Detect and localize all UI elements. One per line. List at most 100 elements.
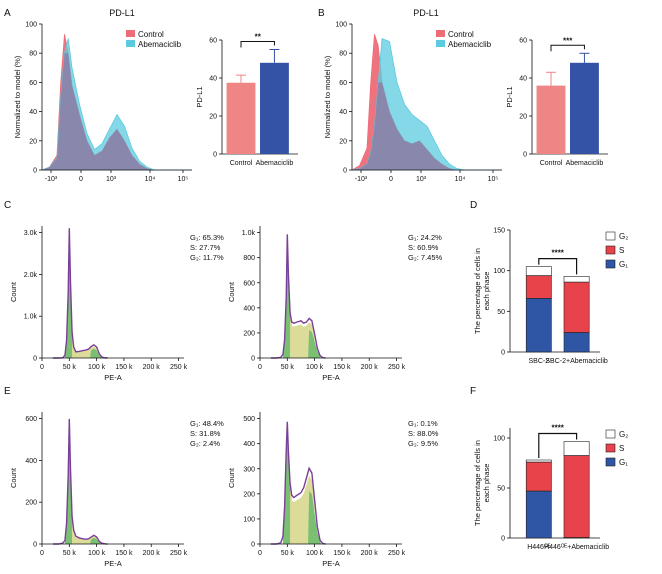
y-tick-label: 0	[33, 542, 37, 549]
y-tick-label: 400	[243, 305, 255, 312]
significance-label: ****	[551, 249, 564, 258]
x-axis-label: PE-A	[104, 559, 122, 568]
segment-g2	[525, 459, 552, 463]
significance-bracket	[240, 41, 275, 48]
y-tick-label: 0	[33, 168, 37, 175]
x-tick-label: 200 k	[361, 550, 379, 557]
g1-region	[282, 421, 292, 544]
y-tick-label: 200	[243, 330, 255, 337]
phase-stat: G₂: 9.5%	[408, 439, 438, 448]
y-tick-label: 0	[501, 536, 505, 543]
overlap-area	[42, 53, 192, 171]
significance-bracket	[538, 432, 578, 458]
legend-label: G₂	[619, 232, 628, 241]
y-tick-label: 40	[209, 76, 217, 83]
x-tick-label: 0	[79, 176, 83, 183]
y-tick-label: 0	[213, 152, 217, 159]
x-tick-label: 250 k	[170, 550, 188, 557]
y-tick-label: 150	[493, 228, 505, 235]
y-tick-label: 0	[251, 542, 255, 549]
phase-stat: G₂: 2.4%	[190, 439, 220, 448]
x-tick-label: 200 k	[143, 364, 161, 371]
y-tick-label: 1.0k	[242, 230, 256, 237]
x-category-label: SBC-2	[528, 358, 549, 365]
y-tick-label: 20	[519, 114, 527, 121]
y-tick-label: 0	[343, 168, 347, 175]
y-tick-label: 2.0k	[24, 272, 38, 279]
x-tick-label: 50 k	[63, 364, 77, 371]
legend-label: G₁	[619, 260, 628, 269]
y-tick-label: 60	[339, 80, 347, 87]
x-tick-label: 250 k	[388, 550, 406, 557]
phase-stat: G₁: 24.2%	[408, 233, 442, 242]
panel-label-a: A	[4, 8, 11, 19]
significance-label: ***	[563, 36, 573, 45]
y-axis-label-line1: The percentage of cells in	[473, 440, 482, 526]
y-tick-label: 100	[243, 516, 255, 523]
histogram-line	[270, 421, 326, 545]
y-tick-label: 50	[497, 309, 505, 316]
y-axis-label: Count	[9, 281, 18, 302]
y-axis-label: PD-L1	[195, 86, 204, 107]
segment-g2	[525, 266, 552, 276]
y-tick-label: 100	[25, 22, 37, 29]
y-tick-label: 0	[501, 350, 505, 357]
x-category-label: Abemaciclib	[566, 160, 604, 167]
hist-b-title: PD-L1	[413, 8, 439, 18]
y-axis-label-line1: The percentage of cells in	[473, 248, 482, 334]
x-tick-label: 150 k	[333, 550, 351, 557]
phase-stat: G₂: 7.45%	[408, 253, 443, 262]
segment-g2	[563, 441, 590, 456]
legend-swatch	[605, 457, 616, 467]
panel-label-d: D	[470, 200, 477, 211]
histogram-line	[52, 418, 108, 545]
y-tick-label: 1.0k	[24, 314, 38, 321]
cell-cycle-e-left: 0 200 400 600 0 50 k 100 k 150 k 200 k 250 k PE-A C…	[9, 412, 224, 568]
x-tick-label: 0	[40, 364, 44, 371]
x-tick-label: 50 k	[281, 364, 295, 371]
x-tick-label: 50 k	[63, 550, 77, 557]
cell-cycle-e-right: 0 100 200 300 400 500 0 50 k 100 k 150 k 200 k 250 …	[227, 412, 439, 568]
y-tick-label: 100	[335, 22, 347, 29]
x-tick-label: 0	[389, 176, 393, 183]
bar-chart-b: 0 20 40 60 PD-L1 Control Abemaciclib ***	[505, 36, 608, 167]
legend-swatch	[605, 245, 616, 255]
x-category-label: Control	[540, 160, 563, 167]
phase-stat: S: 31.8%	[190, 429, 221, 438]
bar-control	[536, 85, 566, 154]
legend-swatch-abemaciclib	[126, 40, 135, 47]
x-category-label: Abemaciclib	[256, 160, 294, 167]
bar-control	[226, 82, 256, 154]
y-tick-label: 800	[243, 255, 255, 262]
x-axis-label: PE-A	[104, 373, 122, 382]
phase-stat: G₁: 65.3%	[190, 233, 224, 242]
x-tick-label: -10³	[355, 176, 368, 183]
x-category-label: H446ᴼᴱ+Abemaciclib	[544, 544, 609, 551]
cell-cycle-c-left: 0 1.0k 2.0k 3.0k 0 50 k 100 k 150 k 200 k 250 k PE…	[9, 226, 224, 382]
segment-s	[525, 461, 552, 492]
cell-cycle-c-right: 0 200 400 600 800 1.0k 0 50 k 100 k 150 k 200 k 250…	[227, 226, 443, 382]
segment-s	[525, 275, 552, 299]
legend-swatch	[605, 429, 616, 439]
segment-g2	[563, 276, 590, 283]
x-tick-label: -10³	[45, 176, 58, 183]
histogram-line	[52, 228, 108, 359]
y-tick-label: 600	[243, 280, 255, 287]
x-tick-label: 100 k	[88, 550, 106, 557]
y-tick-label: 60	[29, 80, 37, 87]
x-tick-label: 0	[40, 550, 44, 557]
histogram-a: 0 20 40 60 80 100 -10³ 0 10³ 10⁴ 10⁵ Normalized to …	[13, 22, 192, 183]
y-tick-label: 200	[243, 491, 255, 498]
y-tick-label: 20	[29, 138, 37, 145]
y-tick-label: 0	[33, 356, 37, 363]
phase-stat: G₂: 11.7%	[190, 253, 224, 262]
x-tick-label: 10⁴	[145, 176, 156, 183]
y-tick-label: 40	[29, 109, 37, 116]
histogram-line	[270, 234, 326, 359]
y-axis-label: Normalized to model (%)	[323, 55, 332, 138]
y-tick-label: 50	[497, 486, 505, 493]
x-tick-label: 10³	[106, 176, 117, 183]
stacked-bar-f: 0 50 100 The percentage of cells in each pha…	[473, 424, 628, 552]
y-tick-label: 40	[339, 109, 347, 116]
y-tick-label: 80	[29, 51, 37, 58]
